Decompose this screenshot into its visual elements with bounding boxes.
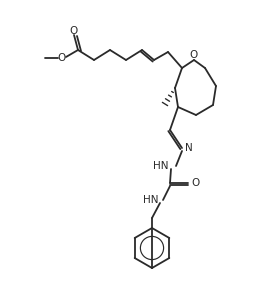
- Text: N: N: [185, 143, 193, 153]
- Text: O: O: [70, 26, 78, 36]
- Text: HN: HN: [152, 161, 168, 171]
- Text: O: O: [191, 178, 199, 188]
- Text: O: O: [58, 53, 66, 63]
- Text: O: O: [189, 50, 197, 60]
- Text: HN: HN: [143, 195, 158, 205]
